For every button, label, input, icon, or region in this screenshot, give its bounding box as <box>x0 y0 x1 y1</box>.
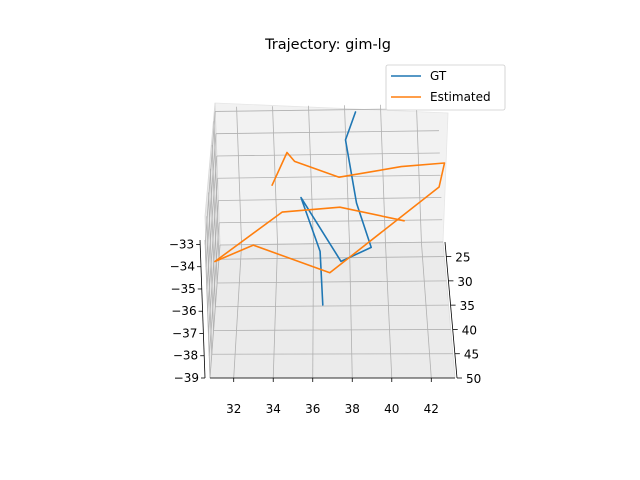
z-tick-label-6: −39 <box>174 371 199 385</box>
grid-y-floor-0 <box>218 256 445 260</box>
z-tick-label-5: −38 <box>173 349 198 363</box>
series-lines <box>214 111 446 306</box>
y-tick-label-0: 25 <box>455 251 470 265</box>
grid-x-back-5 <box>416 104 422 243</box>
y-tick-label-4: 45 <box>464 348 479 362</box>
grid-z-left-3 <box>207 178 218 312</box>
z-tick-label-1: −34 <box>170 260 195 274</box>
z-tick-label-4: −37 <box>172 326 197 340</box>
series-line-gt <box>300 111 373 306</box>
grid-z-back-4 <box>218 197 442 201</box>
y-tick-label-3: 40 <box>462 323 477 337</box>
tick-labels: 32 34 36 38 40 42 25 30 35 40 45 50 −33 −34 −35 −36 −37 −… <box>169 237 481 416</box>
grid-z-left-0 <box>204 111 216 245</box>
grid-x-floor-4 <box>385 242 393 379</box>
grid-z-back-3 <box>217 174 441 179</box>
axis-lines <box>196 239 462 382</box>
z-tick-label-2: −35 <box>170 282 195 296</box>
grid-z-back-1 <box>215 130 439 135</box>
y-tick-label-1: 30 <box>457 275 472 289</box>
grid-z-left-5 <box>208 222 220 356</box>
grid-z-left-6 <box>209 244 221 379</box>
grid-y-floor-3 <box>213 329 451 331</box>
y-tick-label-5: 50 <box>466 372 481 386</box>
grid-z-left-2 <box>206 155 218 289</box>
grid-x-floor-1 <box>272 244 278 379</box>
x-tick-label-4: 40 <box>384 402 399 416</box>
x-tick-label-0: 32 <box>226 402 241 416</box>
x-tick-label-2: 36 <box>305 402 320 416</box>
legend: GT Estimated <box>385 64 506 111</box>
grid-x-back-0 <box>236 106 242 245</box>
grid-x-back-3 <box>344 105 350 244</box>
legend-label-gt: GT <box>430 69 447 83</box>
grid-x-back-1 <box>272 106 278 245</box>
grid-z-back-2 <box>216 152 440 157</box>
grid-z-back-6 <box>219 241 444 246</box>
grid-x-back-2 <box>308 105 314 244</box>
z-tick-label-3: −36 <box>171 304 196 318</box>
x-tick-label-5: 42 <box>424 402 439 416</box>
grid-y-floor-1 <box>217 280 447 284</box>
chart-title: Trajectory: gim-lg <box>264 37 391 53</box>
y-axis-line <box>444 241 458 379</box>
z-tick-label-0: −33 <box>169 237 194 251</box>
z-axis-line <box>199 239 206 379</box>
grid-x-floor-5 <box>421 242 432 379</box>
grid-lines <box>204 104 455 379</box>
legend-label-estimated: Estimated <box>430 90 491 104</box>
grid-z-back-5 <box>219 219 443 224</box>
grid-x-back-4 <box>380 104 386 243</box>
grid-z-left-4 <box>207 200 219 334</box>
grid-y-floor-2 <box>215 304 449 308</box>
grid-y-floor-4 <box>211 353 453 355</box>
floor-pane <box>209 241 456 379</box>
x-tick-label-3: 38 <box>345 402 360 416</box>
series-line-estimated <box>214 151 446 274</box>
grid-z-left-1 <box>205 133 217 267</box>
grid-x-floor-0 <box>233 244 242 379</box>
x-tick-label-1: 34 <box>266 402 281 416</box>
grid-x-floor-3 <box>349 243 353 379</box>
y-tick-label-2: 35 <box>460 299 475 313</box>
